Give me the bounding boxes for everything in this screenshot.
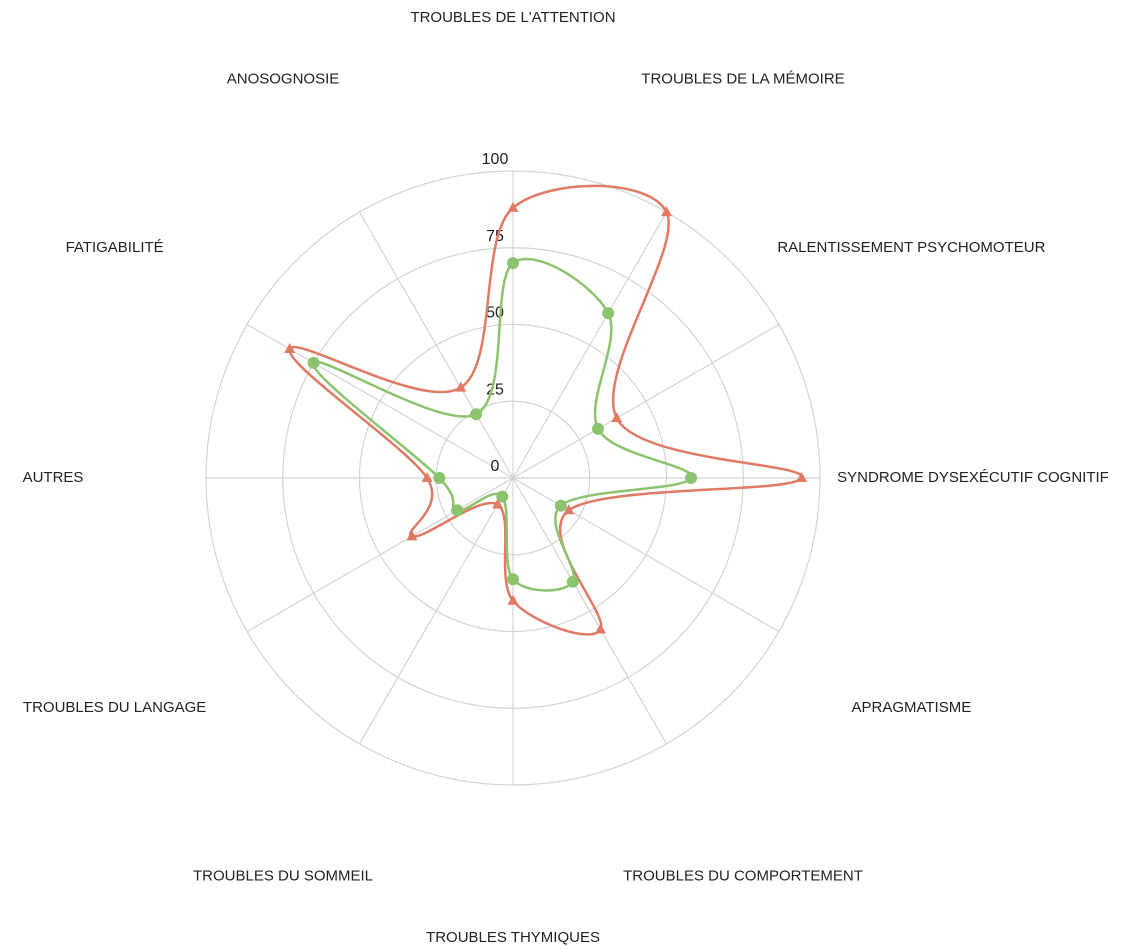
- marker: [602, 307, 615, 320]
- category-label: TROUBLES DU SOMMEIL: [193, 867, 373, 884]
- spoke: [512, 323, 780, 479]
- category-label: AUTRES: [23, 469, 84, 486]
- marker: [566, 575, 579, 588]
- category-label: APRAGMATISME: [851, 699, 971, 716]
- spoke: [512, 211, 668, 479]
- category-label: TROUBLES THYMIQUES: [426, 929, 600, 946]
- marker: [507, 573, 519, 586]
- marker: [496, 490, 509, 503]
- spoke: [512, 477, 668, 745]
- spoke: [512, 477, 780, 633]
- category-label: TROUBLES DE LA MÉMOIRE: [641, 71, 844, 88]
- category-label: TROUBLES DE L'ATTENTION: [410, 9, 615, 26]
- marker: [421, 472, 433, 482]
- marker: [451, 504, 464, 517]
- spoke: [358, 477, 514, 745]
- marker: [406, 530, 418, 541]
- marker: [507, 594, 519, 605]
- marker: [796, 472, 808, 482]
- r-tick-label: 100: [482, 151, 509, 168]
- category-label: TROUBLES DU COMPORTEMENT: [623, 867, 863, 884]
- marker: [507, 257, 519, 270]
- marker: [470, 408, 483, 421]
- category-label: SYNDROME DYSEXÉCUTIF COGNITIF: [837, 469, 1109, 486]
- category-label: TROUBLES DU LANGAGE: [23, 699, 206, 716]
- r-tick-label: 0: [491, 458, 500, 475]
- spoke: [358, 211, 514, 479]
- marker: [594, 623, 606, 634]
- marker: [455, 381, 467, 392]
- category-label: ANOSOGNOSIE: [227, 71, 340, 88]
- marker: [492, 498, 504, 509]
- series-line: [288, 184, 803, 636]
- marker: [284, 343, 296, 354]
- category-label: RALENTISSEMENT PSYCHOMOTEUR: [777, 239, 1045, 256]
- spoke: [246, 323, 514, 479]
- marker: [611, 412, 623, 423]
- marker: [554, 499, 567, 512]
- marker: [433, 472, 446, 484]
- marker: [307, 356, 320, 369]
- marker: [563, 504, 575, 515]
- marker: [661, 206, 672, 217]
- marker: [507, 201, 519, 212]
- spoke: [246, 477, 514, 633]
- category-label: FATIGABILITÉ: [66, 239, 164, 256]
- marker: [592, 422, 605, 435]
- marker: [685, 472, 698, 484]
